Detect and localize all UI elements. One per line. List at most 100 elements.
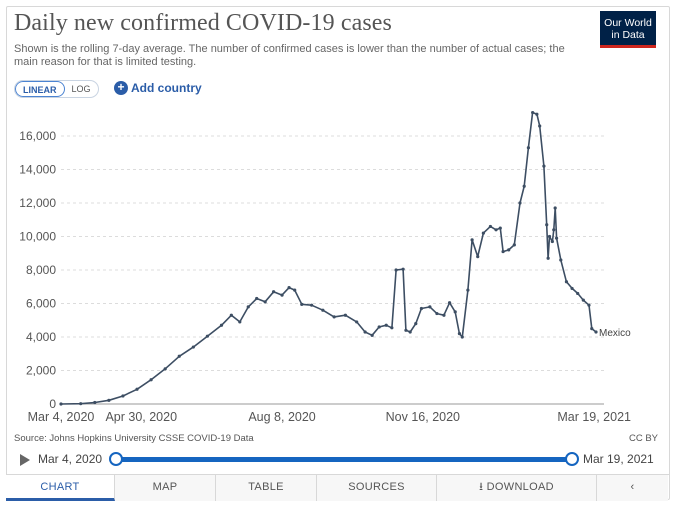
timeline-start-label: Mar 4, 2020 <box>38 452 103 466</box>
x-tick-label: Aug 8, 2020 <box>248 410 315 424</box>
series-group: Mexico <box>59 110 631 406</box>
data-point <box>453 310 457 314</box>
data-point <box>526 146 531 150</box>
data-point <box>370 333 374 337</box>
data-point <box>531 110 535 115</box>
data-point <box>107 398 111 402</box>
tab-sources[interactable]: SOURCES <box>317 475 437 501</box>
timeline-end-label: Mar 19, 2021 <box>583 452 654 466</box>
data-point <box>470 238 474 242</box>
timeline-track[interactable] <box>115 457 573 462</box>
y-tick-label: 2,000 <box>26 364 56 378</box>
owid-logo[interactable]: Our World in Data <box>600 11 656 48</box>
tab-download[interactable]: ⭳ DOWNLOAD <box>437 475 597 501</box>
tab-table[interactable]: TABLE <box>216 475 317 501</box>
add-country-label: Add country <box>131 81 202 95</box>
data-point <box>177 354 181 358</box>
data-point <box>310 303 314 307</box>
linear-scale-button[interactable]: LINEAR <box>15 81 65 97</box>
timeline-end-handle[interactable] <box>565 452 579 466</box>
data-point <box>564 280 569 284</box>
data-point <box>581 298 585 302</box>
data-point <box>554 236 559 240</box>
x-axis: Mar 4, 2020 Apr 30, 2020 Aug 8, 2020 Nov 16… <box>28 410 631 424</box>
y-axis: 0 2,000 4,000 6,000 8,000 10,000 12,000 14,000 1… <box>19 129 56 411</box>
tab-share[interactable]: ‹ <box>597 475 668 501</box>
data-point <box>401 267 405 271</box>
data-point <box>538 124 542 128</box>
logo-line-1: Our World <box>604 17 652 29</box>
tab-chart[interactable]: CHART <box>6 475 115 501</box>
data-point <box>559 258 563 262</box>
data-point <box>229 313 233 317</box>
tab-map[interactable]: MAP <box>115 475 216 501</box>
data-point <box>404 328 408 332</box>
data-point <box>545 223 549 227</box>
source-text: Source: Johns Hopkins University CSSE CO… <box>14 433 254 444</box>
license-link[interactable]: CC BY <box>628 433 658 444</box>
chart-title: Daily new confirmed COVID-19 cases <box>14 10 392 36</box>
log-scale-button[interactable]: LOG <box>71 84 91 94</box>
data-point <box>590 327 594 331</box>
data-point <box>512 243 516 247</box>
data-point <box>518 201 522 205</box>
data-point <box>255 296 259 301</box>
data-point <box>219 323 224 327</box>
data-point <box>552 228 556 232</box>
data-point <box>550 239 554 244</box>
data-point <box>587 303 591 307</box>
download-icon: ⭳ <box>479 481 484 493</box>
data-point <box>363 330 367 334</box>
scale-toggle[interactable]: LINEAR LOG <box>14 80 99 98</box>
data-point <box>501 249 505 254</box>
data-point <box>271 290 276 294</box>
data-point <box>570 286 574 291</box>
tab-download-label: DOWNLOAD <box>486 481 554 493</box>
data-point <box>394 268 398 272</box>
data-point <box>447 301 452 305</box>
tab-bar: CHART MAP TABLE SOURCES ⭳ DOWNLOAD ‹ <box>6 474 670 501</box>
chart-grid <box>61 135 604 405</box>
y-tick-label: 16,000 <box>19 129 56 143</box>
data-point <box>442 313 446 317</box>
data-point <box>79 402 83 406</box>
play-icon[interactable] <box>20 454 30 466</box>
data-point <box>522 184 526 188</box>
y-tick-label: 8,000 <box>26 263 56 277</box>
data-point <box>419 306 424 311</box>
y-tick-label: 6,000 <box>26 297 56 311</box>
add-country-button[interactable]: + Add country <box>114 81 202 95</box>
data-point <box>263 300 267 304</box>
logo-line-2: in Data <box>611 29 645 41</box>
data-point <box>293 288 297 292</box>
data-point <box>466 288 470 292</box>
x-tick-label: Apr 30, 2020 <box>105 410 177 424</box>
timeline-start-handle[interactable] <box>109 452 123 466</box>
y-tick-label: 0 <box>49 397 56 411</box>
data-point <box>191 345 195 349</box>
data-point <box>135 387 139 391</box>
x-tick-label: Mar 19, 2021 <box>557 410 631 424</box>
data-point <box>287 285 291 290</box>
data-point <box>546 256 550 260</box>
data-point <box>390 326 394 330</box>
data-point <box>535 112 539 116</box>
y-tick-label: 4,000 <box>26 330 56 344</box>
data-point <box>494 228 498 232</box>
data-point <box>332 315 336 319</box>
data-point <box>377 325 381 329</box>
data-point <box>457 332 462 336</box>
data-point <box>280 293 284 297</box>
y-tick-label: 10,000 <box>19 230 56 244</box>
data-point <box>435 311 439 316</box>
data-point <box>149 378 153 382</box>
data-point <box>547 234 552 239</box>
data-point <box>507 248 511 252</box>
series-line-mexico <box>60 111 597 405</box>
data-point <box>408 330 412 334</box>
y-tick-label: 12,000 <box>19 196 56 210</box>
data-point <box>321 308 325 312</box>
data-point <box>460 335 464 339</box>
data-point <box>355 320 359 324</box>
